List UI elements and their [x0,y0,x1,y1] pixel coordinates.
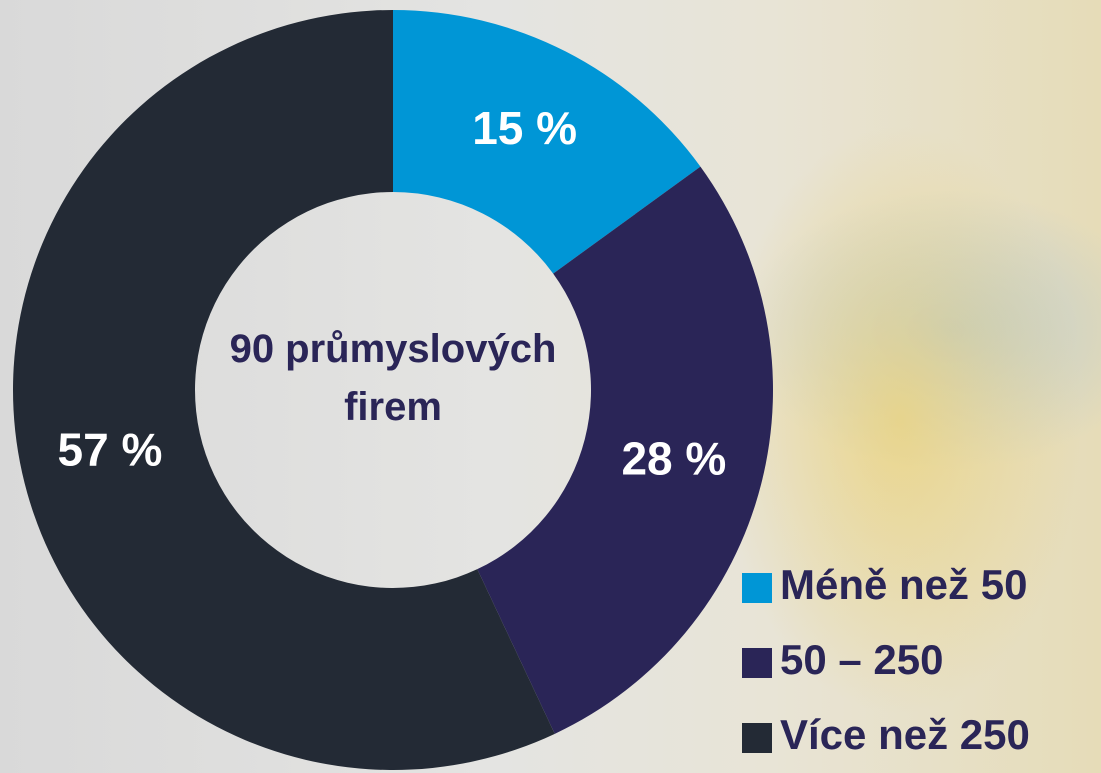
legend-swatch [742,723,772,753]
donut-slice [13,10,555,770]
legend-swatch [742,648,772,678]
legend-label: Méně než 50 [780,561,1027,608]
value-label: 15 % [472,102,577,154]
donut-slice [477,166,773,734]
value-label: 28 % [621,432,726,484]
legend-label: 50 – 250 [780,636,944,683]
legend-swatch [742,573,772,603]
center-label: 90 průmyslových firem [229,327,557,429]
donut-slice [393,10,701,274]
legend-label: Více než 250 [780,711,1030,758]
value-label: 57 % [58,423,163,475]
